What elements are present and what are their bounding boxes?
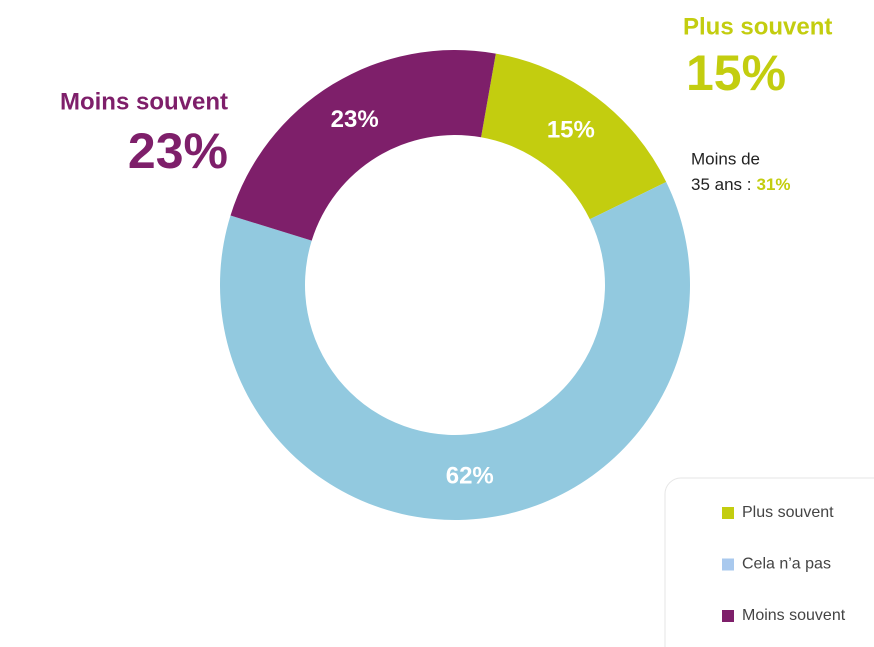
callout-title: Moins souvent [60,88,228,115]
slice-label: 62% [446,462,494,489]
legend-label: Plus souvent [742,504,834,521]
legend-swatch [722,558,734,571]
legend-label: Moins souvent [742,607,846,624]
note-line2: 35 ans : 31% [691,175,791,194]
slice [230,49,496,241]
legend-box [664,477,874,647]
note-text: 35 ans : [691,175,752,194]
slice [219,181,690,520]
callout-value: 15% [686,45,786,101]
legend-swatch [722,610,734,622]
slice-label: 15% [547,117,595,144]
legend-label: Cela n’a pas [742,556,831,573]
note-highlight: 31% [757,175,791,194]
note-line1: Moins de [691,149,760,168]
callout-title: Plus souvent [683,13,832,40]
slice [481,53,667,220]
callout-value: 23% [128,123,228,179]
slice-label: 23% [331,106,379,133]
legend-swatch [722,507,734,519]
